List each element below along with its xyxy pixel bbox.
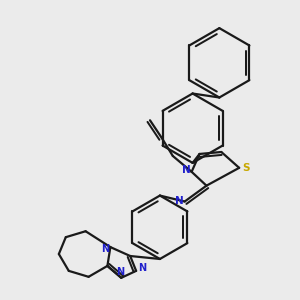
Text: N: N [138,263,146,274]
Text: N: N [101,244,109,254]
Text: N: N [116,268,124,278]
Text: N: N [182,165,190,175]
Text: S: S [242,163,250,173]
Text: N: N [175,196,184,206]
